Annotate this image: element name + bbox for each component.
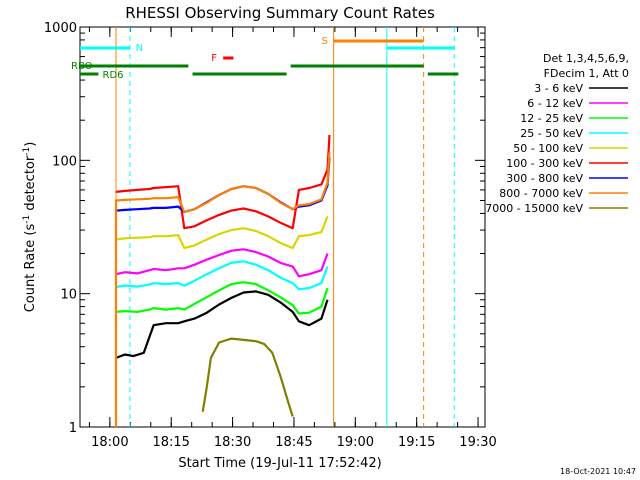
legend-header-line2: FDecim 1, Att 0 [544, 67, 629, 80]
saa-label: S [322, 36, 328, 47]
series-line-2 [115, 281, 329, 315]
legend-label-7: 800 - 7000 keV [499, 187, 583, 200]
series-line-8 [201, 337, 294, 417]
y-axis-label-part3: ) [23, 142, 38, 147]
y-tick-label-3: 1000 [44, 21, 77, 36]
legend-label-3: 25 - 50 keV [520, 127, 583, 140]
x-tick-label-5: 19:15 [398, 435, 435, 450]
rd6-label: RD6 [103, 70, 124, 81]
flare-label: F [211, 53, 217, 64]
axis-ticks: 1 10 100 1000 18:00 18:15 18:30 18:45 19:00 19:15… [44, 21, 497, 450]
rbo-label: RBO [71, 61, 93, 72]
series-line-3 [115, 260, 329, 291]
legend-header-line1: Det 1,3,4,5,6,9, [543, 52, 629, 65]
mode-bands: N F S RBO RD6 [71, 27, 459, 427]
x-tick-label-4: 19:00 [337, 435, 374, 450]
x-tick-label-2: 18:30 [214, 435, 251, 450]
legend-label-6: 300 - 800 keV [506, 172, 583, 185]
legend: Det 1,3,4,5,6,9, FDecim 1, Att 0 3 - 6 k… [485, 52, 629, 215]
x-tick-label-3: 18:45 [275, 435, 312, 450]
y-tick-label-0: 1 [69, 421, 77, 436]
x-tick-label-0: 18:00 [91, 435, 128, 450]
legend-label-5: 100 - 300 keV [506, 157, 583, 170]
y-axis-label-part2: detector [23, 155, 38, 215]
x-axis-label: Start Time (19-Jul-11 17:52:42) [178, 456, 381, 471]
y-axis-label-sup1: -1 [22, 215, 32, 224]
legend-label-8: 7000 - 15000 keV [485, 202, 583, 215]
series-line-0 [115, 290, 329, 359]
y-axis-label: Count Rate (s-1 detector-1) [22, 142, 38, 313]
legend-label-4: 50 - 100 keV [513, 142, 583, 155]
x-tick-label-1: 18:15 [152, 435, 189, 450]
y-axis-label-part1: Count Rate (s [23, 224, 38, 313]
series-line-4 [115, 215, 329, 250]
series-line-5 [115, 134, 331, 230]
plot-frame [79, 26, 486, 428]
y-axis-label-sup2: -1 [22, 147, 32, 156]
x-tick-label-6: 19:30 [459, 435, 496, 450]
y-tick-label-1: 10 [60, 288, 77, 303]
series-line-7 [114, 152, 331, 427]
legend-label-0: 3 - 6 keV [534, 82, 583, 95]
legend-label-2: 12 - 25 keV [520, 112, 583, 125]
chart-title: RHESSI Observing Summary Count Rates [125, 4, 435, 22]
legend-label-1: 6 - 12 keV [527, 97, 583, 110]
series-layer [114, 134, 331, 427]
series-line-1 [115, 248, 329, 278]
date-stamp: 18-Oct-2021 10:47 [560, 467, 636, 476]
night-label: N [136, 43, 143, 54]
y-tick-label-2: 100 [52, 154, 77, 169]
